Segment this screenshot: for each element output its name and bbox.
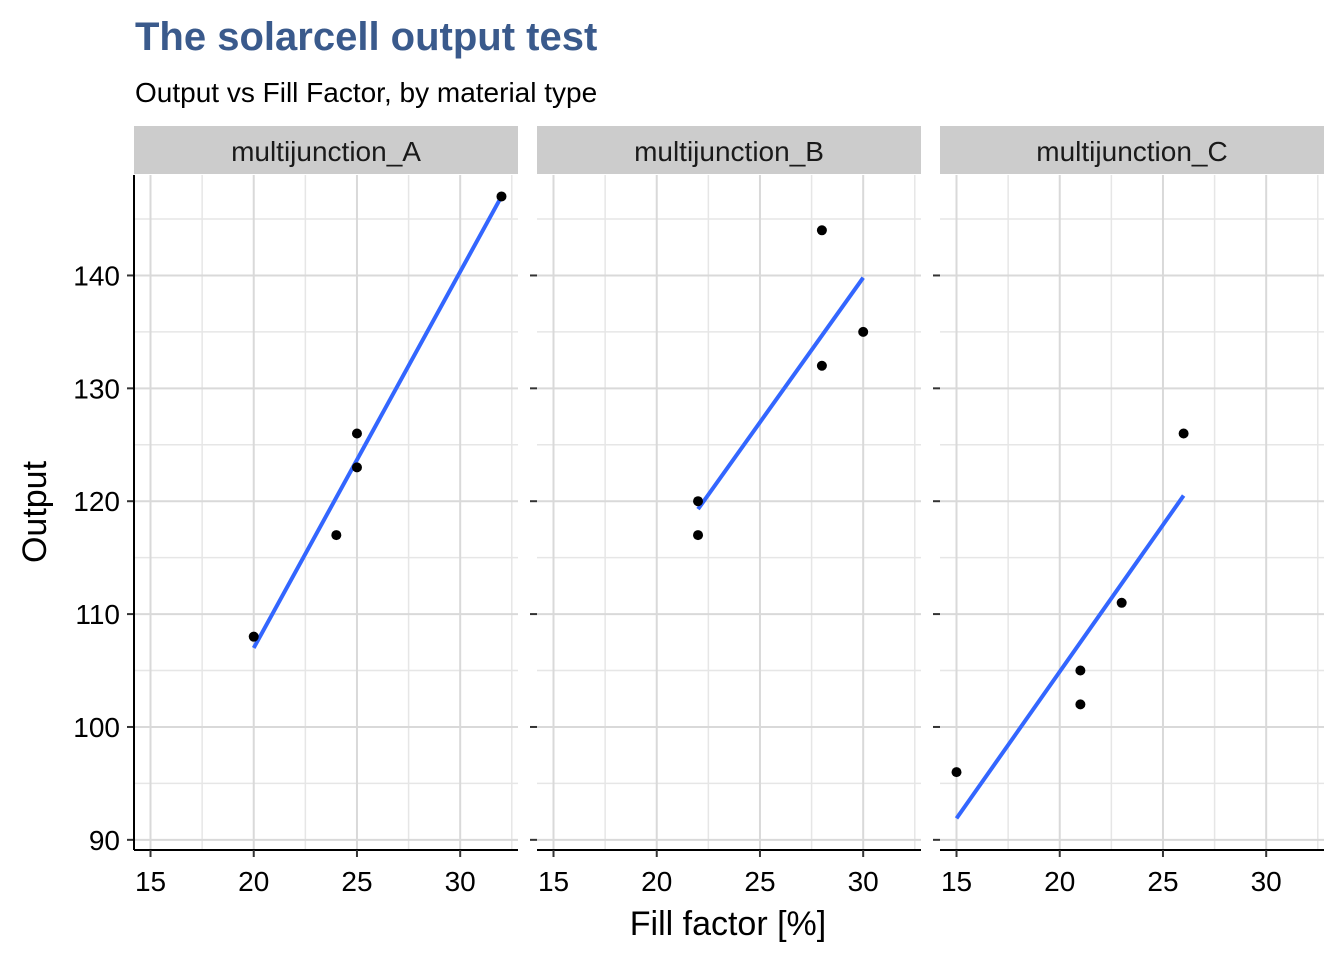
facet-strip-label: multijunction_B [634, 136, 824, 167]
x-tick-label: 15 [941, 866, 972, 897]
data-point [693, 530, 704, 541]
data-point [951, 767, 962, 778]
chart-title: The solarcell output test [135, 15, 597, 59]
x-tick-label: 20 [641, 866, 672, 897]
x-tick-label: 25 [1147, 866, 1178, 897]
x-tick-label: 30 [848, 866, 879, 897]
facet-strip [134, 126, 518, 174]
x-tick-label: 30 [445, 866, 476, 897]
x-tick-label: 20 [1044, 866, 1075, 897]
x-tick-label: 15 [538, 866, 569, 897]
x-tick-label: 25 [744, 866, 775, 897]
regression-line [696, 276, 865, 511]
regression-line [954, 494, 1186, 820]
y-tick-label: 130 [73, 373, 120, 404]
data-point [496, 191, 507, 202]
data-point [858, 326, 869, 337]
y-axis-title: Output [16, 460, 54, 563]
facet-panels: multijunction_A 15 20 25 30 90 100 110 120 130 140… [73, 126, 1324, 897]
y-tick-label: 100 [73, 712, 120, 743]
chart-subtitle: Output vs Fill Factor, by material type [135, 77, 597, 108]
data-point [351, 428, 362, 439]
data-point [1075, 665, 1086, 676]
regression-line [251, 195, 504, 649]
facet-strip [537, 126, 921, 174]
data-point [1075, 699, 1086, 710]
facet-strip [940, 126, 1324, 174]
facet-panel-multijunction_C: multijunction_C 15 20 25 30 [933, 126, 1324, 897]
data-point [816, 225, 827, 236]
facet-panel-multijunction_B: multijunction_B 15 20 25 30 [530, 126, 921, 897]
x-tick-label: 25 [341, 866, 372, 897]
data-point [816, 360, 827, 371]
data-point [248, 631, 259, 642]
y-tick-label: 110 [75, 599, 120, 630]
y-tick-label: 140 [73, 260, 120, 291]
facet-strip-label: multijunction_C [1036, 136, 1227, 167]
x-tick-label: 30 [1251, 866, 1282, 897]
x-axis-title: Fill factor [%] [630, 905, 826, 943]
x-tick-label: 15 [135, 866, 166, 897]
y-tick-label: 120 [73, 486, 120, 517]
facet-strip-label: multijunction_A [231, 136, 421, 167]
data-point [1116, 597, 1127, 608]
data-point [1178, 428, 1189, 439]
data-point [351, 462, 362, 473]
data-point [331, 530, 342, 541]
x-tick-label: 20 [238, 866, 269, 897]
data-point [693, 496, 704, 507]
y-tick-label: 90 [89, 825, 120, 856]
facet-panel-multijunction_A: multijunction_A 15 20 25 30 90 100 110 120 130 140 [73, 126, 518, 897]
